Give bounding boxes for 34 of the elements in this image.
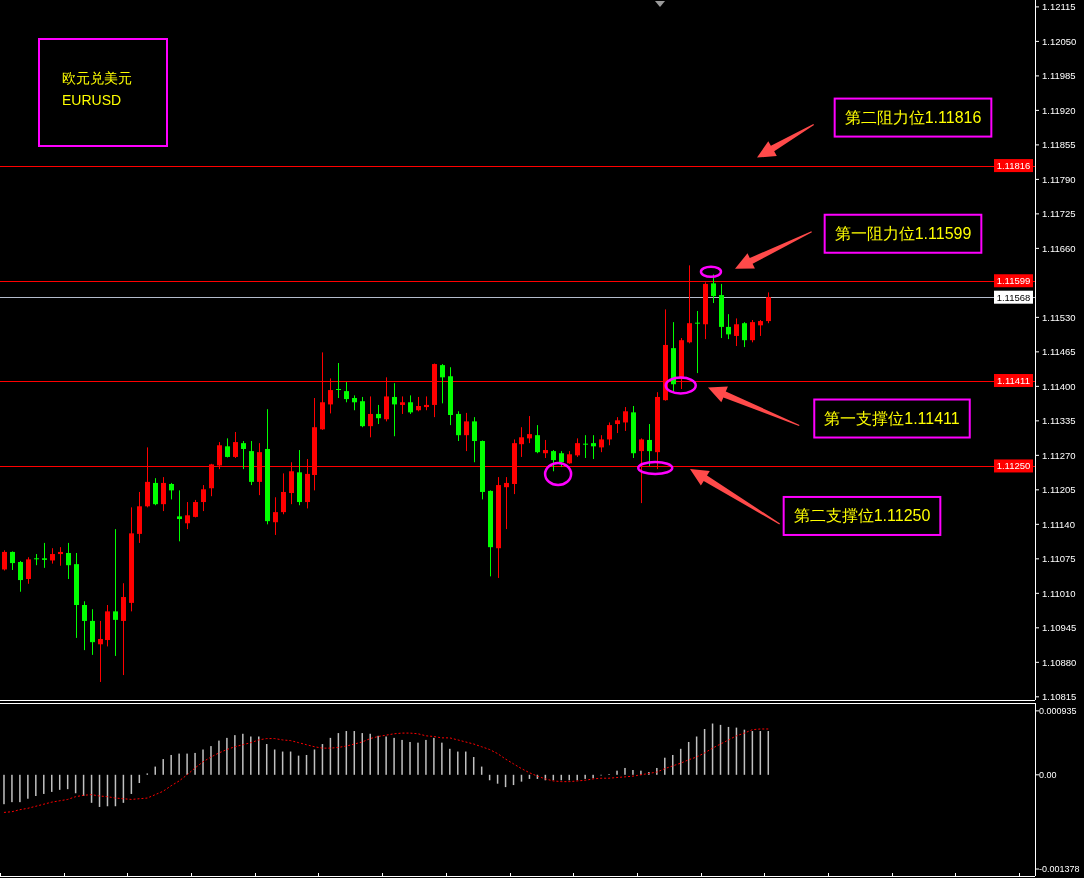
annotation: 第一阻力位1.11599 xyxy=(834,225,972,243)
y-tick-label: 1.12050 xyxy=(1042,35,1077,47)
y-tick-label: 1.12115 xyxy=(1042,1,1076,13)
y-tick-label: 1.11400 xyxy=(1042,380,1076,392)
text: EURUSD xyxy=(62,92,122,108)
annotation: 第一支撑位1.11411 xyxy=(824,410,960,428)
y-tick-label: 1.11205 xyxy=(1042,484,1076,496)
y-tick-label: 0.000935 xyxy=(1039,705,1077,716)
y-tick-label: 1.11725 xyxy=(1042,208,1076,220)
y-tick-label: 1.11010 xyxy=(1042,587,1076,599)
text: 欧元兑美元 xyxy=(62,70,132,86)
y-tick-label: 1.11075 xyxy=(1042,553,1076,565)
y-tick-label: 1.11465 xyxy=(1042,346,1076,358)
y-tick-label: 1.11855 xyxy=(1042,139,1076,151)
ref-line-label: 1.11568 xyxy=(996,291,1031,303)
y-tick-label: 1.11140 xyxy=(1042,518,1075,530)
y-tick-label: 0.00 xyxy=(1039,769,1057,780)
y-tick-label: 1.11920 xyxy=(1042,104,1076,116)
y-tick-label: 1.11335 xyxy=(1042,415,1076,427)
y-tick-label: 1.11530 xyxy=(1042,311,1076,323)
ref-line-label: 1.11250 xyxy=(996,460,1031,472)
annotation: 第二支撑位1.11250 xyxy=(793,507,931,525)
ref-line-label: 1.11816 xyxy=(996,160,1031,172)
annotation: 第二阻力位1.11816 xyxy=(844,109,982,127)
y-tick-label: 1.10880 xyxy=(1042,656,1077,668)
ref-line-label: 1.11599 xyxy=(996,275,1031,287)
y-tick-label: 1.11790 xyxy=(1042,173,1076,185)
y-tick-label: 1.10945 xyxy=(1042,622,1077,634)
y-tick-label: 1.11660 xyxy=(1042,242,1076,254)
y-tick-label: 1.10815 xyxy=(1042,691,1077,703)
y-tick-label: 1.11270 xyxy=(1042,449,1076,461)
y-tick-label: -0.001378 xyxy=(1039,864,1080,875)
y-tick-label: 1.11985 xyxy=(1042,70,1076,82)
ref-line-label: 1.11411 xyxy=(997,375,1030,387)
